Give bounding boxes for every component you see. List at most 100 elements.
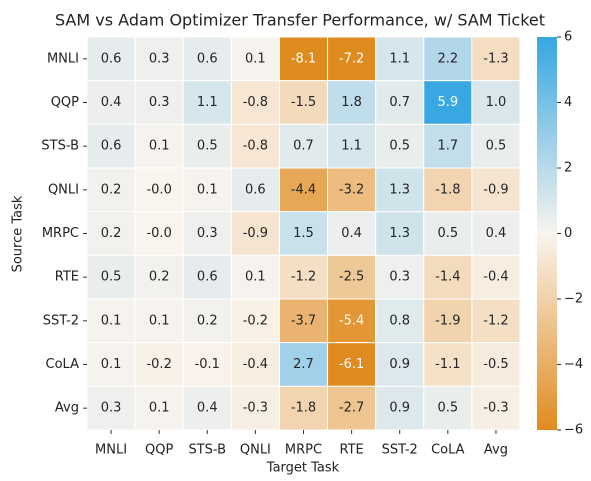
cell-label: -2.7 [339,401,364,416]
cell-label: 0.6 [101,51,122,66]
y-tick-label: SST-2 [43,313,79,328]
cell-label: -1.3 [483,51,508,66]
x-tick-label: QQP [145,443,173,458]
colorbar-tick-label: 0 [564,226,572,241]
cell-label: -2.5 [339,270,364,285]
cell-label: 0.8 [389,313,410,328]
cell-label: -0.1 [195,357,220,372]
heatmap-cell [278,342,329,387]
x-tick-label: MNLI [95,443,127,458]
cell-label: 0.4 [486,226,507,241]
heatmap-cell [86,342,136,387]
colorbar-tick-label: −6 [564,423,583,438]
cell-label: -0.3 [243,401,268,416]
cell-label: -1.4 [435,270,460,285]
cell-label: 0.2 [101,182,122,197]
heatmap-cell [86,211,136,256]
cell-label: 0.3 [149,51,170,66]
heatmap-cell [278,123,329,169]
cell-label: 0.6 [101,139,122,154]
heatmap-cell [86,36,136,82]
y-axis-label: Source Task [11,195,26,272]
heatmap-cell [182,80,232,125]
cell-label: 0.5 [389,139,410,154]
cell-label: -6.1 [339,357,364,372]
cell-label: 0.5 [197,139,218,154]
colorbar-tick-label: −4 [564,357,583,372]
cell-label: 2.7 [293,357,314,372]
y-tick-label: RTE [55,270,79,285]
cell-label: 0.4 [341,226,362,241]
cell-label: 1.3 [389,226,410,241]
cell-label: 2.2 [437,51,458,66]
heatmap-cell [278,298,329,344]
heatmap-cell [375,80,425,125]
cell-label: -0.5 [483,357,508,372]
cell-label: 1.3 [389,182,410,197]
heatmap-cell [375,298,425,344]
chart-title: SAM vs Adam Optimizer Transfer Performan… [55,11,545,30]
heatmap-cell [86,254,136,300]
heatmap-cell [86,167,136,213]
heatmap-cell [230,167,280,213]
heatmap-cell [471,80,521,125]
heatmap-cell [182,342,232,387]
heatmap-cell [471,211,521,256]
cell-label: 0.9 [389,357,410,372]
cell-label: -5.4 [339,313,364,328]
heatmap-cell [471,123,521,169]
heatmap-cell [471,167,521,213]
colorbar-tick-label: −2 [564,292,583,307]
heatmap-cell [134,123,184,169]
heatmap-cell [182,123,232,169]
heatmap-cell [471,254,521,300]
cell-label: -0.8 [243,139,268,154]
cell-label: 0.5 [101,270,122,285]
heatmap-cell [278,385,329,431]
cell-label: 0.1 [149,401,170,416]
heatmap-cell [134,298,184,344]
cell-label: -0.2 [243,313,268,328]
cell-label: -4.4 [291,182,316,197]
heatmap-cell [134,167,184,213]
cell-label: -1.2 [291,270,316,285]
heatmap-cell [86,298,136,344]
cell-label: -1.8 [435,182,460,197]
y-tick-label: MRPC [42,226,79,241]
heatmap-cell [471,385,521,431]
cell-label: 0.6 [197,270,218,285]
cell-label: 0.3 [197,226,218,241]
cell-label: 0.7 [293,139,314,154]
cell-label: 0.1 [101,313,122,328]
cell-label: 0.1 [245,270,266,285]
heatmap-cell [134,36,184,82]
cell-label: 0.5 [486,139,507,154]
heatmap-cell [327,385,377,431]
y-tick-label: QNLI [48,182,79,197]
x-tick-label: RTE [339,443,363,458]
cell-label: 0.2 [197,313,218,328]
cell-label: 0.3 [389,270,410,285]
heatmap-cell [86,123,136,169]
cell-label: 1.7 [437,139,458,154]
x-tick-label: QNLI [240,443,271,458]
heatmap-cell [230,211,280,256]
cell-label: 1.5 [293,226,314,241]
heatmap-cell [134,385,184,431]
cell-label: 1.1 [341,139,362,154]
heatmap-cell [375,385,425,431]
cell-label: -1.1 [435,357,460,372]
colorbar-tick-label: 4 [564,95,572,110]
heatmap-cell [423,254,473,300]
heatmap-cell [182,254,232,300]
cell-label: 5.9 [437,95,458,110]
heatmap-cell [182,211,232,256]
cell-label: 0.4 [197,401,218,416]
heatmap-cell [230,342,280,387]
cell-label: 0.2 [149,270,170,285]
y-tick-label: CoLA [46,357,80,372]
x-tick-label: SST-2 [382,443,418,458]
cell-label: -0.9 [483,182,508,197]
y-tick-label: Avg [55,401,79,416]
cell-label: 0.1 [197,182,218,197]
